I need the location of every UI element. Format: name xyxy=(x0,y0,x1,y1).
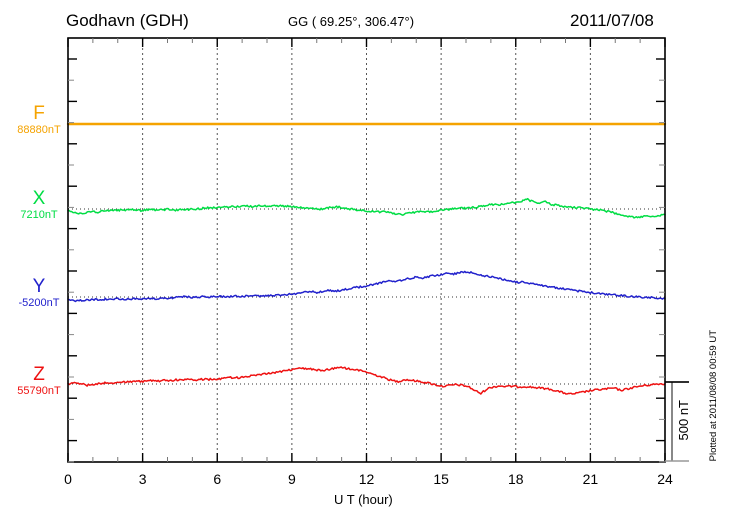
x-axis-tick-labels: 0 3 6 9 12 15 18 21 24 xyxy=(64,471,673,487)
svg-text:15: 15 xyxy=(433,471,449,487)
component-label-x: X 7210nT xyxy=(4,189,74,222)
geographic-coordinates: GG ( 69.25°, 306.47°) xyxy=(288,14,415,29)
component-label-z: Z 55790nT xyxy=(4,365,74,398)
component-baseline-x: 7210nT xyxy=(20,209,58,221)
svg-text:3: 3 xyxy=(139,471,147,487)
component-baseline-z: 55790nT xyxy=(17,385,61,397)
scale-bar-label: 500 nT xyxy=(676,400,691,441)
grid-layer xyxy=(68,38,665,462)
component-letter-f: F xyxy=(33,103,45,124)
svg-text:18: 18 xyxy=(508,471,524,487)
svg-text:0: 0 xyxy=(64,471,72,487)
plotted-timestamp: Plotted at 2011/08/08 00:59 UT xyxy=(708,330,719,462)
scale-bar xyxy=(665,381,689,462)
component-letter-x: X xyxy=(32,188,46,209)
svg-text:12: 12 xyxy=(359,471,375,487)
component-letter-z: Z xyxy=(33,364,45,385)
traces-layer xyxy=(66,122,667,395)
svg-text:6: 6 xyxy=(213,471,221,487)
svg-text:24: 24 xyxy=(657,471,673,487)
page-title: Godhavn (GDH) xyxy=(66,11,189,30)
component-label-f: F 88880nT xyxy=(4,104,74,137)
component-letter-y: Y xyxy=(32,276,46,297)
axis-frame xyxy=(67,37,666,463)
component-label-y: Y -5200nT xyxy=(4,277,74,310)
observation-date: 2011/07/08 xyxy=(570,11,654,30)
svg-text:21: 21 xyxy=(583,471,599,487)
component-baseline-y: -5200nT xyxy=(18,297,60,309)
svg-text:9: 9 xyxy=(288,471,296,487)
component-baseline-f: 88880nT xyxy=(17,124,61,136)
x-axis-title: U T (hour) xyxy=(334,492,393,507)
